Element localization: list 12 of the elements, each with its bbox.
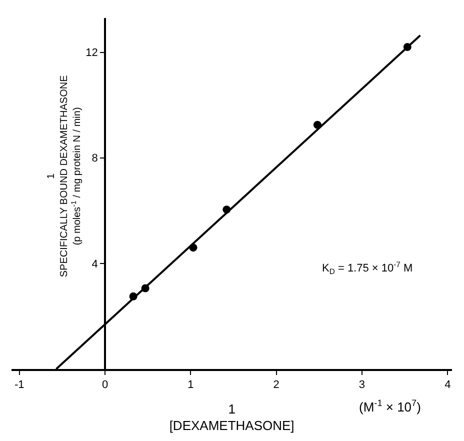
y-tick-label: 4 [92,258,98,270]
x-tick-label: 4 [444,379,451,392]
x-tick-label: 0 [102,379,108,392]
annotation: K$_{D}$ = 1.75 × 10$^{-7}$ M [322,260,413,276]
x-axis-title: 1 [DEXAMETHASONE] [169,401,294,434]
x-tick-label: 1 [188,379,194,392]
x-tick-label: -1 [14,379,24,392]
y-tick-label: 8 [92,152,98,165]
x-tick-label: 2 [273,379,280,392]
y-tick-label: 12 [86,47,98,60]
x-tick-label: 3 [358,379,366,392]
text: (M$^{-1}$ × 10$^{7}$) [359,398,421,414]
